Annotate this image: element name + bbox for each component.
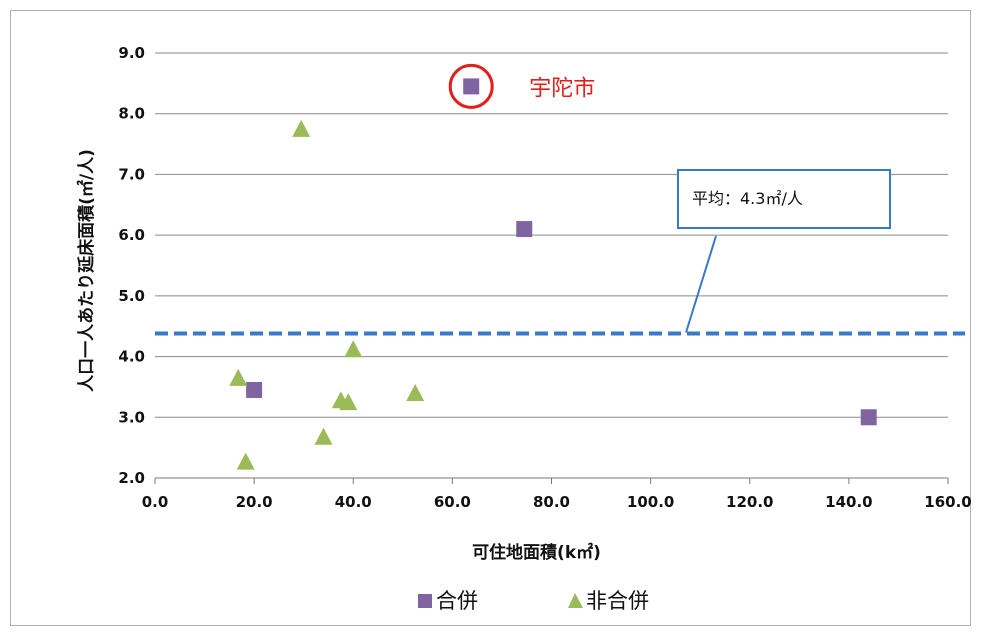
x-tick-label: 100.0 bbox=[627, 493, 674, 511]
point-triangle bbox=[236, 452, 255, 470]
grid-lines bbox=[155, 52, 948, 418]
x-tick-label: 0.0 bbox=[142, 493, 169, 511]
y-tick-label: 7.0 bbox=[118, 165, 145, 183]
chart-frame bbox=[10, 10, 971, 626]
point-triangle bbox=[314, 427, 333, 445]
average-callout-label: 平均：4.3㎡/人 bbox=[692, 189, 803, 208]
point-triangle bbox=[229, 368, 248, 386]
data-points bbox=[229, 78, 877, 470]
highlight-circle bbox=[448, 63, 494, 109]
x-tick-label: 60.0 bbox=[434, 493, 471, 511]
annotations: 宇陀市 bbox=[448, 63, 595, 109]
y-tick-label: 3.0 bbox=[118, 408, 145, 426]
y-tick-label: 4.0 bbox=[118, 348, 145, 366]
legend-marker-triangle bbox=[568, 593, 583, 608]
legend: 合併 非合併 bbox=[418, 589, 649, 613]
point-triangle bbox=[292, 119, 311, 137]
y-tick-label: 2.0 bbox=[118, 469, 145, 487]
x-tick-label: 160.0 bbox=[924, 493, 971, 511]
average-line-group: 平均：4.3㎡/人 bbox=[155, 169, 965, 336]
point-square bbox=[516, 221, 533, 238]
average-callout-box bbox=[677, 169, 891, 229]
point-square bbox=[246, 381, 263, 398]
legend-marker-square bbox=[418, 594, 432, 608]
callout-pointer bbox=[685, 235, 717, 333]
y-tick-label: 9.0 bbox=[118, 44, 145, 62]
legend-label: 非合併 bbox=[586, 589, 649, 613]
highlight-label: 宇陀市 bbox=[529, 76, 595, 101]
x-tick-label: 80.0 bbox=[533, 493, 570, 511]
y-tick-label: 8.0 bbox=[118, 105, 145, 123]
point-square bbox=[860, 409, 877, 426]
point-triangle bbox=[344, 340, 363, 358]
y-axis-title: 人口一人あたり延床面積(㎡/人) bbox=[76, 149, 97, 392]
axes: 2.0 3.0 4.0 5.0 6.0 7.0 8.0 9.0 0.0 20.0 40.0 60.0 8… bbox=[76, 44, 972, 563]
legend-label: 合併 bbox=[436, 589, 478, 613]
x-tick-label: 40.0 bbox=[335, 493, 372, 511]
point-square bbox=[463, 78, 480, 95]
x-tick-label: 120.0 bbox=[726, 493, 773, 511]
point-triangle bbox=[339, 393, 358, 411]
x-axis-title: 可住地面積(k㎡) bbox=[472, 542, 601, 563]
x-tick-label: 140.0 bbox=[825, 493, 872, 511]
y-tick-label: 6.0 bbox=[118, 226, 145, 244]
y-tick-label: 5.0 bbox=[118, 287, 145, 305]
x-tick-label: 20.0 bbox=[236, 493, 273, 511]
point-triangle bbox=[406, 384, 425, 401]
